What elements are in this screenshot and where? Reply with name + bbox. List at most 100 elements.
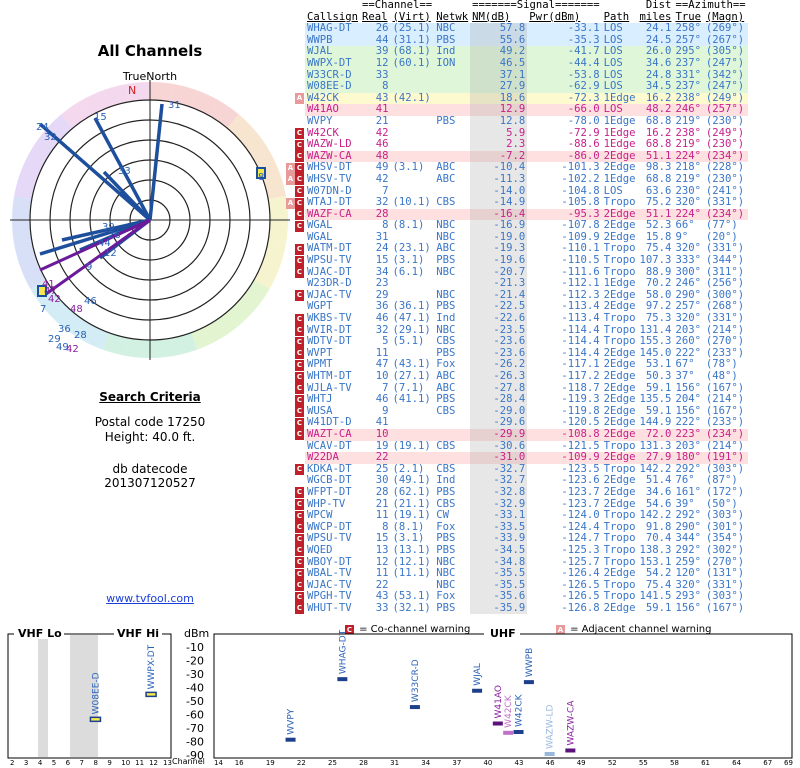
table-row[interactable]: WJAC-TV 22 NBC -35.5 -126.5 Tropo 75.4 320° (331… xyxy=(305,579,748,592)
cell-pwr: -113.4 xyxy=(561,300,600,313)
cell-nm: -19.0 xyxy=(470,231,528,244)
cell-real: 15 xyxy=(375,254,389,267)
cell-miles: 153.1 xyxy=(639,555,672,568)
table-row[interactable]: WKBS-TV 46 (47.1) Ind -22.6 -113.4 Tropo 75.3 32… xyxy=(305,312,748,325)
cell-magn: (331°) xyxy=(705,242,745,255)
table-row[interactable]: WBAL-TV 11 (11.1) NBC -35.5 -126.4 2Edge 54.2 12… xyxy=(305,567,748,580)
table-row[interactable]: WHSV-DT 49 (3.1) ABC -10.4 -101.3 2Edge 98.3 218… xyxy=(305,162,748,174)
table-row[interactable]: WCAV-DT 19 (19.1) CBS -30.6 -121.5 Tropo 131.3 2… xyxy=(305,439,748,453)
table-row[interactable]: WPGH-TV 43 (53.1) Fox -35.6 -126.5 Tropo 141.5 2… xyxy=(305,591,748,603)
cell-miles: 54.6 xyxy=(645,497,672,510)
table-row[interactable]: W41DT-D 41 -29.6 -120.5 2Edge 144.9 222° (233°) xyxy=(305,417,748,429)
signal-level-mark xyxy=(513,730,524,735)
table-row[interactable]: WHUT-TV 33 (32.1) PBS -35.9 -126.8 2Edge 59.1 15… xyxy=(305,602,748,615)
table-row[interactable]: WJLA-TV 7 (7.1) ABC -27.8 -118.7 2Edge 59.1 156°… xyxy=(305,381,748,395)
table-row[interactable]: WPSU-TV 15 (3.1) PBS -19.6 -110.5 Tropo 107.3 33… xyxy=(305,254,748,267)
cell-netwk: PBS xyxy=(436,114,456,127)
adjacent-channel-badge: A xyxy=(286,197,295,209)
cell-nm: -29.9 xyxy=(470,428,528,441)
table-row[interactable]: WTAJ-DT 32 (10.1) CBS -14.9 -105.8 Tropo 75.2 32… xyxy=(305,196,748,209)
table-row[interactable]: WWPB 44 (31.1) PBS 55.6 -35.3 LOS 24.5 257° (267°… xyxy=(305,34,748,47)
table-row[interactable]: W23DR-D 23 -21.3 -112.1 1Edge 70.2 246° (256°) xyxy=(305,278,748,290)
cell-netwk xyxy=(434,452,470,464)
cell-netwk: Fox xyxy=(436,358,456,371)
table-row[interactable]: WVIR-DT 32 (29.1) NBC -23.5 -114.4 Tropo 131.4 2… xyxy=(305,323,748,337)
ring-segment xyxy=(262,240,286,268)
tvfool-link[interactable]: www.tvfool.com xyxy=(106,592,194,605)
adjacent-channel-badge: A xyxy=(286,162,295,174)
table-row[interactable]: W08EE-D 8 27.9 -62.9 LOS 34.5 237° (247°) xyxy=(305,81,748,93)
table-row[interactable]: W42CK 43 (42.1) 18.6 -72.3 1Edge 16.2 238° (249°… xyxy=(305,92,748,105)
table-row[interactable]: WGPT 36 (36.1) PBS -22.5 -113.4 2Edge 97.2 257° (… xyxy=(305,300,748,314)
cell-netwk: CW xyxy=(436,509,449,522)
cell-netwk: CBS xyxy=(436,439,456,452)
table-row[interactable]: WGCB-DT 30 (49.1) Ind -32.7 -123.6 2Edge 51.4 76… xyxy=(305,475,748,487)
cell-path: Tropo xyxy=(603,335,636,348)
cell-miles: 59.1 xyxy=(645,404,672,417)
cell-nm: -21.3 xyxy=(470,278,528,290)
table-row[interactable]: W42CK 42 5.9 -72.9 1Edge 16.2 238° (249°) xyxy=(305,127,748,140)
table-row[interactable]: W07DN-D 7 -14.0 -104.8 LOS 63.6 230° (241°) xyxy=(305,185,748,198)
table-row[interactable]: WAZW-LD 46 2.3 -88.6 1Edge 68.8 219° (230°) xyxy=(305,139,748,151)
table-row[interactable]: WHP-TV 21 (21.1) CBS -32.9 -123.7 2Edge 54.6 39°… xyxy=(305,497,748,511)
table-row[interactable]: WFPT-DT 28 (62.1) PBS -32.8 -123.7 2Edge 34.6 16… xyxy=(305,485,748,499)
cell-virt xyxy=(391,278,435,290)
cell-miles: 68.8 xyxy=(645,172,672,185)
cell-true: 203° xyxy=(675,323,701,336)
cell-virt xyxy=(391,174,435,186)
table-row[interactable]: WPMT 47 (43.1) Fox -26.2 -117.1 2Edge 53.1 67° (7… xyxy=(305,359,748,371)
table-row[interactable]: WHTJ 46 (41.1) PBS -28.4 -119.3 2Edge 135.5 204°… xyxy=(305,394,748,406)
table-row[interactable]: WAZW-CA 48 -7.2 -86.0 2Edge 51.1 224° (234°) xyxy=(305,149,748,163)
table-row[interactable]: W33CR-D 33 37.1 -53.8 LOS 24.8 331° (342°) xyxy=(305,69,748,82)
adjacent-channel-legend-label: = Adjacent channel warning xyxy=(570,624,712,635)
table-row[interactable]: WQED 13 (13.1) PBS -34.5 -125.3 Tropo 138.3 292°… xyxy=(305,544,748,557)
table-row[interactable]: WJAC-DT 34 (6.1) NBC -20.7 -111.6 Tropo 88.9 300… xyxy=(305,266,748,279)
cell-callsign: WGAL xyxy=(307,230,333,243)
table-row[interactable]: WJAL 39 (68.1) Ind 49.2 -41.7 LOS 26.0 295° (305°… xyxy=(305,46,748,58)
cell-nm: -22.5 xyxy=(470,301,528,314)
table-row[interactable]: KDKA-DT 25 (2.1) CBS -32.7 -123.5 Tropo 142.2 29… xyxy=(305,463,748,476)
adjacent-channel-legend: A = Adjacent channel warning xyxy=(556,617,711,636)
table-row[interactable]: WJAC-TV 29 NBC -21.4 -112.3 2Edge 58.0 290° (300… xyxy=(305,289,748,302)
adjacent-channel-icon: A xyxy=(556,625,565,636)
table-row[interactable]: WATM-DT 24 (23.1) ABC -19.3 -110.1 Tropo 75.4 32… xyxy=(305,242,748,256)
uhf-tick-label: 69 xyxy=(784,759,793,767)
table-row[interactable]: WAZF-CA 28 -16.4 -95.3 2Edge 51.1 224° (234°) xyxy=(305,208,748,221)
uhf-tick-label: 52 xyxy=(608,759,617,767)
signal-level-label: WWPB xyxy=(525,648,535,677)
table-row[interactable]: WGAL 31 NBC -19.0 -109.9 2Edge 15.8 9° (20°) xyxy=(305,230,748,244)
co-channel-badge: C xyxy=(295,139,304,151)
table-row[interactable]: WPSU-TV 15 (3.1) PBS -33.9 -124.7 Tropo 70.4 344… xyxy=(305,533,748,545)
cell-path: LOS xyxy=(603,103,623,116)
table-row[interactable]: WBOY-DT 12 (12.1) NBC -34.8 -125.7 Tropo 153.1 2… xyxy=(305,555,748,569)
cell-callsign: WJLA-TV xyxy=(307,381,352,394)
table-row[interactable]: WUSA 9 CBS -29.0 -119.8 2Edge 59.1 156° (167°) xyxy=(305,404,748,418)
cell-path: 2Edge xyxy=(603,451,636,464)
cell-real: 8 xyxy=(382,520,389,533)
dbm-tick-label: -90 xyxy=(186,749,204,762)
spoke xyxy=(45,218,151,296)
ring-segment xyxy=(227,114,256,143)
cell-miles: 144.9 xyxy=(639,416,672,429)
table-row[interactable]: WAZT-CA 10 -29.9 -108.8 2Edge 72.0 223° (234°) xyxy=(305,428,748,441)
table-row[interactable]: WDTV-DT 5 (5.1) CBS -23.6 -114.4 Tropo 155.3 260… xyxy=(305,336,748,348)
table-row[interactable]: WWPX-DT 12 (60.1) ION 46.5 -44.4 LOS 34.6 237° (2… xyxy=(305,57,748,70)
table-row[interactable]: WHAG-DT 26 (25.1) NBC 57.8 -33.1 LOS 24.1 258° (2… xyxy=(305,23,748,35)
table-row[interactable]: W41AO 41 12.9 -66.0 LOS 48.2 246° (257°) xyxy=(305,104,748,116)
table-row[interactable]: W22DA 22 -31.0 -109.9 2Edge 27.9 180° (191°) xyxy=(305,452,748,464)
cell-real: 11 xyxy=(375,346,389,359)
table-row[interactable]: WWCP-DT 8 (8.1) Fox -33.5 -124.4 Tropo 91.8 290°… xyxy=(305,520,748,534)
table-row[interactable]: WVPY 21 PBS 12.8 -78.0 1Edge 68.8 219° (230°) xyxy=(305,114,748,128)
table-row[interactable]: WHSV-TV 42 ABC -11.3 -102.2 1Edge 68.8 219° (230… xyxy=(305,172,748,186)
cell-virt xyxy=(391,104,435,116)
table-row[interactable]: WVPT 11 PBS -23.6 -114.4 2Edge 145.0 222° (233°) xyxy=(305,346,748,360)
table-row[interactable]: WPCW 11 (19.1) CW -33.1 -124.0 Tropo 142.2 292° (… xyxy=(305,510,748,522)
cell-callsign: WKBS-TV xyxy=(307,312,352,325)
cell-path: 2Edge xyxy=(603,149,636,162)
cell-callsign: WFPT-DT xyxy=(307,485,352,498)
co-channel-badge: C xyxy=(295,359,304,371)
co-channel-badge: C xyxy=(295,371,304,383)
table-row[interactable]: WGAL 8 (8.1) NBC -16.9 -107.8 2Edge 52.3 66° (77°… xyxy=(305,220,748,232)
cell-virt: (41.1) xyxy=(392,393,431,406)
table-row[interactable]: WHTM-DT 10 (27.1) ABC -26.3 -117.2 2Edge 50.3 37… xyxy=(305,370,748,383)
